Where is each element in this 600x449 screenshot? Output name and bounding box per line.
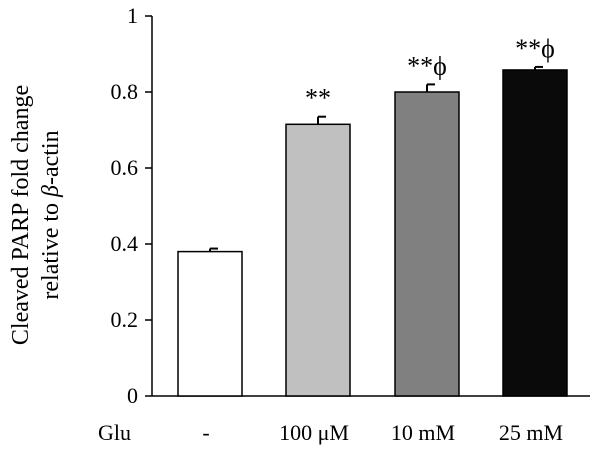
bars: ** **ϕ **ϕ <box>177 34 568 397</box>
x-category-label: 10 mM <box>391 420 455 445</box>
bar <box>394 91 460 397</box>
x-categories: Glu - 100 μM 10 mM 25 mM <box>98 420 563 445</box>
bar <box>502 69 568 397</box>
y-axis-title-line1: Cleaved PARP fold change <box>8 85 34 345</box>
significance-label: **ϕ <box>407 51 447 80</box>
bar <box>177 250 243 397</box>
y-axis-title: Cleaved PARP fold change relative to β-a… <box>8 85 64 345</box>
significance-label: ** <box>305 84 331 113</box>
y-tick-label: 0.8 <box>111 79 139 104</box>
y-tick-label: 0.4 <box>111 231 139 256</box>
y-axis-title-line2: relative to β-actin <box>38 130 64 299</box>
x-category-label: 100 μM <box>279 420 349 445</box>
y-tick-label: 0.6 <box>111 155 139 180</box>
y-tick-label: 1 <box>127 3 138 28</box>
x-category-label: - <box>202 420 209 445</box>
y-tick-label: 0 <box>127 383 138 408</box>
x-axis-label: Glu <box>98 420 131 445</box>
x-category-label: 25 mM <box>499 420 563 445</box>
y-ticks: 0 0.2 0.4 0.6 0.8 1 <box>111 3 152 408</box>
y-tick-label: 0.2 <box>111 307 139 332</box>
bar <box>285 123 351 397</box>
significance-label: **ϕ <box>515 34 555 63</box>
